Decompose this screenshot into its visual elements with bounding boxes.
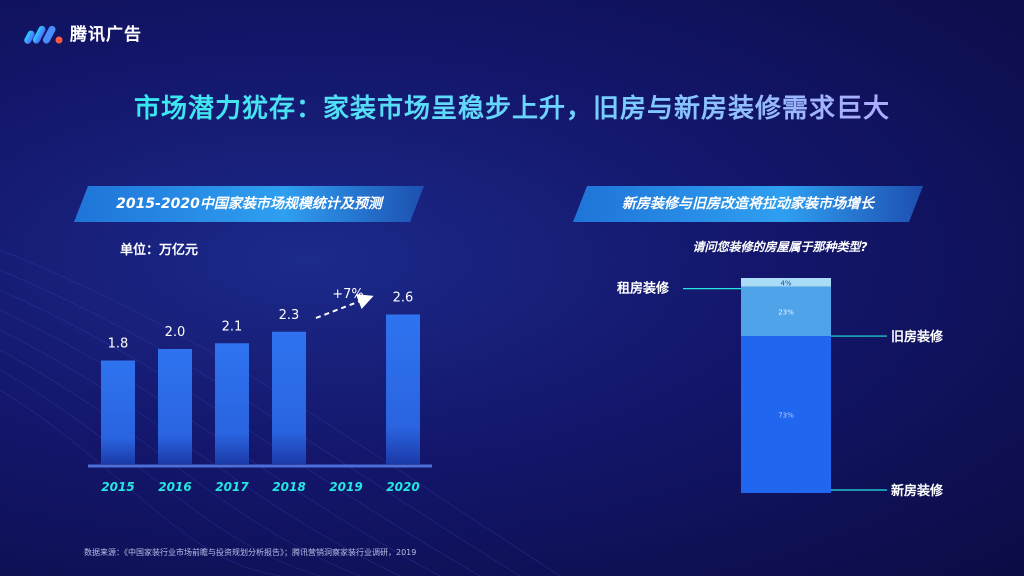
stack-value-label: 4%	[780, 279, 791, 287]
x-tick-label: 2018	[272, 480, 305, 494]
bar-value-label: 2.0	[165, 325, 186, 340]
brand-name: 腾讯广告	[70, 25, 142, 45]
series-label: 旧房装修	[891, 329, 944, 345]
stack-segment-0	[741, 336, 831, 493]
data-source-footnote: 数据来源：《中国家装行业市场前瞻与投资规划分析报告》；腾讯营销洞察家装行业调研，…	[84, 548, 417, 557]
series-label: 新房装修	[891, 483, 944, 499]
bar-2015	[101, 360, 135, 464]
growth-annotation: +7%	[332, 287, 364, 302]
stack-segment-2	[741, 278, 831, 287]
bar-2018	[272, 331, 306, 464]
x-tick-label: 2016	[158, 480, 191, 494]
bar-value-label: 2.1	[222, 319, 243, 334]
stack-value-label: 23%	[778, 308, 794, 316]
series-label: 租房装修	[617, 281, 670, 297]
left-panel-banner: 2015-2020中国家装市场规模统计及预测	[74, 186, 424, 222]
x-tick-label: 2019	[329, 480, 362, 494]
right-panel-banner: 新房装修与旧房改造将拉动家装市场增长	[573, 186, 923, 222]
bar-value-label: 1.8	[108, 337, 129, 352]
bar-2017	[215, 343, 249, 464]
growth-arrow	[315, 294, 374, 319]
brand-logo-icon	[24, 25, 63, 44]
x-tick-label: 2017	[215, 480, 249, 494]
stack-value-label: 73%	[778, 412, 794, 420]
bar-value-label: 2.6	[393, 291, 414, 306]
page-title: 市场潜力犹存：家装市场呈稳步上升，旧房与新房装修需求巨大	[0, 88, 1024, 125]
brand-logo: 腾讯广告	[24, 20, 142, 45]
survey-question: 请问您装修的房屋属于那种类型?	[692, 240, 868, 254]
x-tick-label: 2015	[101, 480, 134, 494]
bar-2020	[386, 314, 420, 464]
bar-value-label: 2.3	[279, 308, 300, 323]
stack-segment-1	[741, 286, 831, 337]
bar-2016	[158, 349, 192, 464]
chart-unit-label: 单位：万亿元	[120, 243, 199, 258]
x-tick-label: 2020	[386, 480, 419, 494]
